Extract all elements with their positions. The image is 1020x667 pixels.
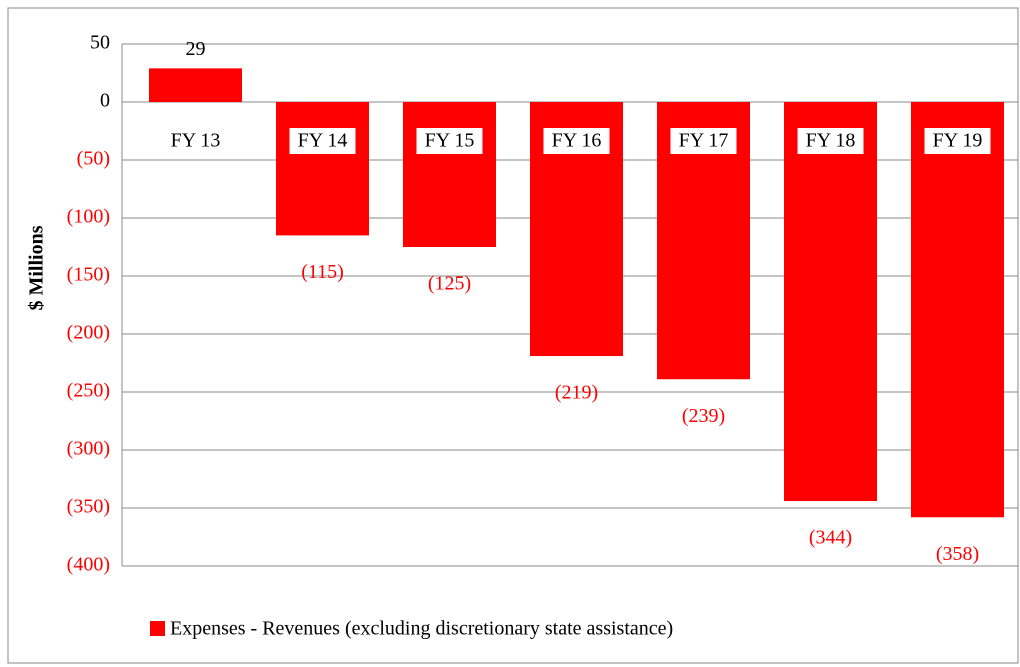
- legend-swatch: [150, 621, 165, 636]
- x-tick-label: FY 19: [933, 130, 983, 152]
- y-tick-label: (150): [67, 264, 110, 286]
- bar: [149, 68, 242, 102]
- value-label: (344): [809, 527, 852, 549]
- value-label: (358): [936, 543, 979, 565]
- value-label: (219): [555, 382, 598, 404]
- x-tick-label: FY 15: [425, 130, 475, 152]
- category-label-bg: [289, 128, 356, 154]
- category-label-bg: [162, 128, 229, 154]
- value-label: 29: [186, 38, 206, 60]
- y-tick-label: (200): [67, 322, 110, 344]
- category-label-bg: [797, 128, 864, 154]
- y-tick-label: (50): [77, 148, 110, 170]
- bar: [276, 102, 369, 236]
- value-label: (115): [301, 261, 344, 283]
- y-tick-label: (350): [67, 496, 110, 518]
- category-label-bg: [924, 128, 991, 154]
- y-tick-label: (250): [67, 380, 110, 402]
- bar: [784, 102, 877, 502]
- x-tick-label: FY 14: [298, 130, 348, 152]
- y-tick-label: (400): [67, 554, 110, 576]
- x-tick-label: FY 16: [552, 130, 602, 152]
- y-axis-title: $ Millions: [26, 225, 48, 310]
- value-label: (125): [428, 273, 471, 295]
- y-tick-label: 0: [100, 90, 110, 112]
- category-label-bg: [670, 128, 737, 154]
- y-tick-label: (300): [67, 438, 110, 460]
- category-label-bg: [416, 128, 483, 154]
- y-tick-label: (100): [67, 206, 110, 228]
- value-label: (239): [682, 405, 725, 427]
- bar: [403, 102, 496, 247]
- legend-label: Expenses - Revenues (excluding discretio…: [170, 618, 673, 640]
- x-tick-label: FY 13: [171, 130, 221, 152]
- y-tick-label: 50: [90, 32, 110, 54]
- x-tick-label: FY 18: [806, 130, 856, 152]
- x-tick-label: FY 17: [679, 130, 729, 152]
- bar: [911, 102, 1004, 518]
- category-label-bg: [543, 128, 610, 154]
